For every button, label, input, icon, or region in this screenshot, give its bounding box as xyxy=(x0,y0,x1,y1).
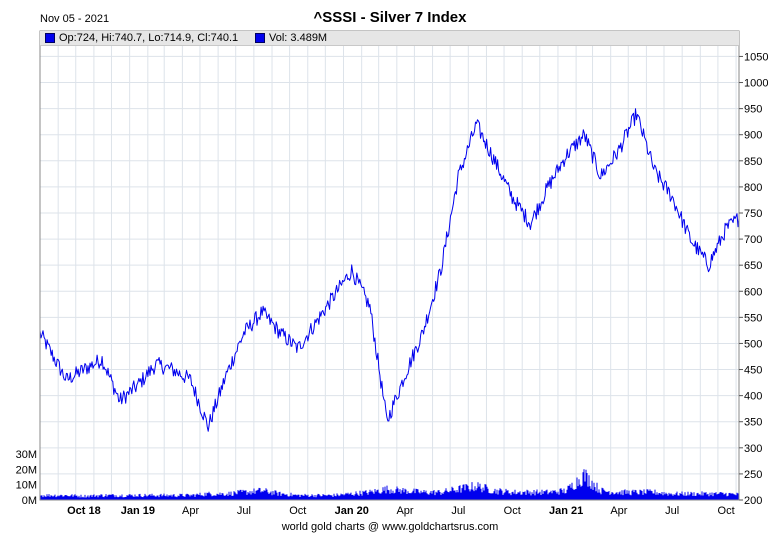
x-tick-label: Jan 19 xyxy=(121,505,155,517)
y-tick-label: 250 xyxy=(744,469,762,481)
x-tick-label: Jan 21 xyxy=(549,505,583,517)
y-tick-label: 500 xyxy=(744,338,762,350)
legend-volume: Vol: 3.489M xyxy=(255,32,327,44)
y-tick-label: 300 xyxy=(744,443,762,455)
y-tick-label: 650 xyxy=(744,260,762,272)
x-tick-label: Oct xyxy=(289,505,306,517)
legend-price-swatch xyxy=(45,33,55,43)
x-tick-label: Oct xyxy=(504,505,521,517)
y-tick-label: 400 xyxy=(744,391,762,403)
x-tick-label: Jul xyxy=(665,505,679,517)
grid-lines xyxy=(39,46,739,501)
y-tick-label: 700 xyxy=(744,234,762,246)
x-tick-label: Jan 20 xyxy=(335,505,369,517)
y-tick-label: 850 xyxy=(744,156,762,168)
y-tick-label: 1050 xyxy=(744,51,768,63)
volume-tick-label: 30M xyxy=(16,449,37,461)
y-tick-label: 900 xyxy=(744,130,762,142)
y-tick-label: 950 xyxy=(744,104,762,116)
legend-price: Op:724, Hi:740.7, Lo:714.9, Cl:740.1 xyxy=(45,32,238,44)
series-line-sssi xyxy=(39,108,740,432)
y-tick-label: 200 xyxy=(744,495,762,507)
volume-tick-label: 10M xyxy=(16,480,37,492)
y-tick-label: 1000 xyxy=(744,78,768,90)
chart-date: Nov 05 - 2021 xyxy=(40,13,110,25)
y-tick-label: 550 xyxy=(744,312,762,324)
volume-tick-label: 0M xyxy=(22,495,37,507)
y-tick-label: 800 xyxy=(744,182,762,194)
x-tick-label: Jul xyxy=(237,505,251,517)
y-axis: 200 250 300 350 400 450 500 550 600 650 700 750 800 8… xyxy=(739,51,768,507)
volume-axis: 0M 10M 20M 30M xyxy=(16,449,37,507)
legend-volume-swatch xyxy=(255,33,265,43)
x-tick-label: Apr xyxy=(610,505,627,517)
x-axis: Oct 18 Jan 19 Apr Jul Oct Jan 20 Apr Jul Oct Jan … xyxy=(67,505,735,517)
footer-credit: world gold charts @ www.goldchartsrus.co… xyxy=(281,521,499,533)
y-tick-label: 450 xyxy=(744,365,762,377)
y-tick-label: 350 xyxy=(744,417,762,429)
y-tick-label: 750 xyxy=(744,208,762,220)
legend-bar: Op:724, Hi:740.7, Lo:714.9, Cl:740.1 Vol… xyxy=(40,31,739,46)
x-tick-label: Oct 18 xyxy=(67,505,101,517)
chart-title: ^SSSI - Silver 7 Index xyxy=(313,9,467,26)
y-tick-label: 600 xyxy=(744,286,762,298)
x-tick-label: Oct xyxy=(718,505,735,517)
volume-tick-label: 20M xyxy=(16,464,37,476)
legend-volume-label: Vol: 3.489M xyxy=(269,32,328,44)
price-series xyxy=(39,108,740,432)
legend-price-label: Op:724, Hi:740.7, Lo:714.9, Cl:740.1 xyxy=(59,32,239,44)
x-tick-label: Jul xyxy=(451,505,465,517)
x-tick-label: Apr xyxy=(182,505,199,517)
x-tick-label: Apr xyxy=(396,505,413,517)
